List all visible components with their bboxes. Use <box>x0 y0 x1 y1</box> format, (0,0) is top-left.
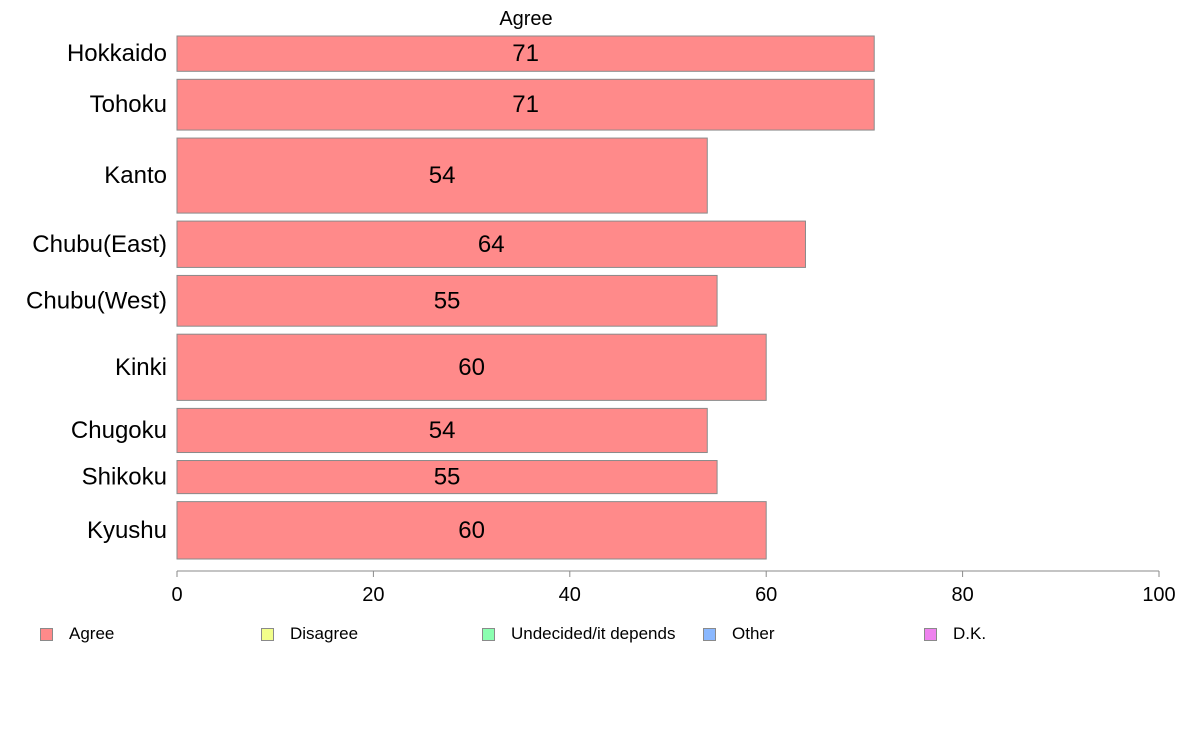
legend-item: Agree <box>40 624 114 644</box>
data-label: 60 <box>458 354 485 381</box>
legend: Agree Disagree Undecided/it depends Other D.… <box>40 624 1140 644</box>
bar-kanto <box>176 137 708 214</box>
x-axis: 0 20 40 60 80 100 <box>171 570 1176 606</box>
data-label: 60 <box>458 517 485 544</box>
legend-label: Undecided/it depends <box>511 624 676 643</box>
category-label: Kyushu <box>87 517 167 544</box>
legend-swatch <box>924 627 937 641</box>
legend-label: Agree <box>69 624 115 643</box>
legend-label: D.K. <box>953 624 987 643</box>
x-tick-label: 80 <box>951 584 973 606</box>
category-label: Shikoku <box>82 464 167 491</box>
category-label: Kinki <box>115 354 167 381</box>
category-label: Chugoku <box>71 417 167 444</box>
bar-chubu-east- <box>176 220 806 268</box>
data-label: 55 <box>434 464 461 491</box>
x-tick-label: 60 <box>755 584 777 606</box>
data-label: 64 <box>478 231 505 258</box>
category-label: Chubu(West) <box>26 287 167 314</box>
legend-label: Other <box>732 624 775 643</box>
legend-item: Undecided/it depends <box>482 624 675 644</box>
data-label: 55 <box>434 287 461 314</box>
bar-shikoku <box>176 460 718 495</box>
legend-label: Disagree <box>290 624 359 643</box>
bar-hokkaido <box>176 35 875 72</box>
chart-title: Agree <box>499 8 552 30</box>
bar-kyushu <box>176 501 767 560</box>
legend-item: Other <box>703 624 775 644</box>
bar-kinki <box>176 333 767 401</box>
legend-swatch <box>261 627 274 641</box>
legend-item: D.K. <box>924 624 986 644</box>
data-label: 71 <box>512 91 539 118</box>
category-label: Hokkaido <box>67 40 167 67</box>
legend-swatch <box>482 627 495 641</box>
legend-swatch <box>40 627 53 641</box>
data-label: 54 <box>429 417 456 444</box>
category-label: Kanto <box>104 162 167 189</box>
legend-swatch <box>703 627 716 641</box>
legend-item: Disagree <box>261 624 358 644</box>
bar-tohoku <box>176 78 875 131</box>
data-label: 71 <box>512 40 539 67</box>
x-tick-label: 20 <box>362 584 384 606</box>
category-label: Tohoku <box>90 91 167 118</box>
data-label: 54 <box>429 162 456 189</box>
x-tick-label: 0 <box>171 584 182 606</box>
bar-chugoku <box>176 407 708 454</box>
x-tick-label: 40 <box>559 584 581 606</box>
bar-chubu-west- <box>176 274 718 327</box>
x-tick-label: 100 <box>1142 584 1175 606</box>
category-label: Chubu(East) <box>32 231 167 258</box>
bars-group: Hokkaido 71 Tohoku 71 Kanto 54 Chubu(East) 64 Ch… <box>26 35 875 560</box>
